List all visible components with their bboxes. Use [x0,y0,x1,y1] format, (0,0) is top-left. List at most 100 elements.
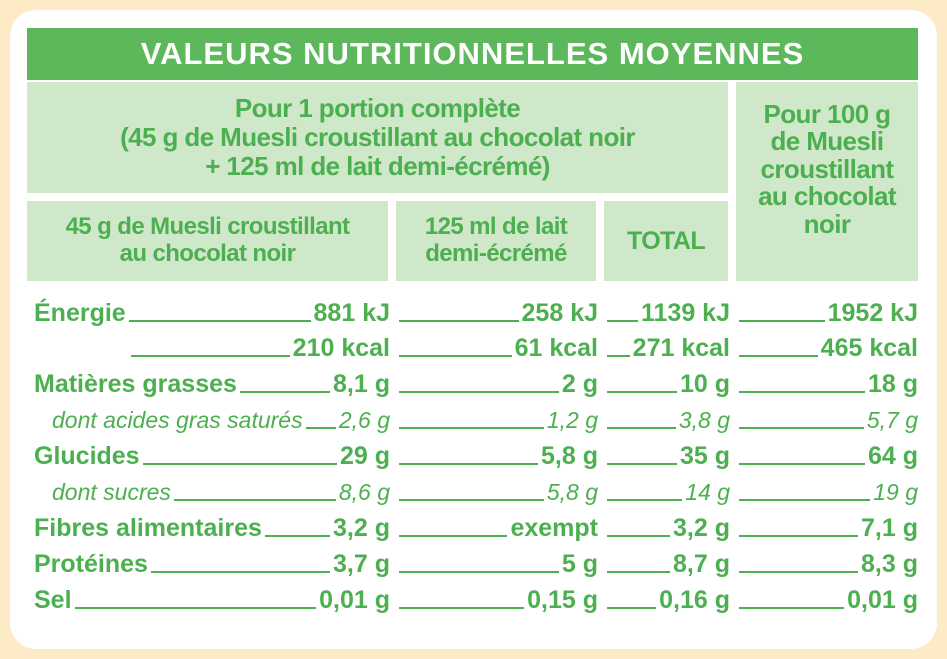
nutrition-row: Protéines 3,7 g 5 g 8,7 g 8,3 g [0,546,947,582]
leader-line [131,355,290,357]
nutrient-value: 0,01 g [319,585,390,614]
total-column-header: TOTAL [604,201,728,281]
nutrient-value: 3,2 g [333,513,390,542]
nutrient-label: Fibres alimentaires [34,513,262,542]
value-cell-total: 3,2 g [604,510,730,546]
per100-header-line3: croustillant [760,153,895,184]
leader-line [399,607,525,609]
value-cell-total: 1139 kJ [604,295,730,331]
nutrition-row: Glucides 29 g 5,8 g 35 g 64 g [0,438,947,474]
nutrient-value: 5 g [561,549,598,578]
leader-line [739,535,859,537]
nutrient-value: 5,8 g [541,441,598,470]
leader-line [739,355,818,357]
per100-header: Pour 100 g de Muesli croustillant au cho… [736,82,918,281]
value-cell-per100: 64 g [736,438,918,474]
nutrient-value: 8,3 g [861,549,918,578]
milk-column-header: 125 ml de lait demi-écrémé [396,201,596,281]
muesli-column-header: 45 g de Muesli croustillant au chocolat … [27,201,388,281]
value-cell-milk: 5,8 g [396,474,598,510]
value-cell-milk: 5,8 g [396,438,598,474]
leader-line [607,571,671,573]
value-cell-milk: 1,2 g [396,402,598,438]
value-cell-per100: 5,7 g [736,402,918,438]
leader-line [607,607,657,609]
value-cell-muesli: 0,01 g [72,582,390,618]
leader-line [739,571,859,573]
nutrient-value: 3,2 g [673,513,730,542]
value-cell-total: 271 kcal [604,330,730,366]
nutrient-value: 29 g [339,441,390,470]
leader-line [607,391,677,393]
value-cell-milk: 0,15 g [396,582,598,618]
leader-line [739,463,865,465]
per100-header-line4: au chocolat [758,181,896,212]
value-cell-per100: 465 kcal [736,330,918,366]
portion-header-line2: (45 g de Muesli croustillant au chocolat… [120,121,635,152]
leader-line [150,571,331,573]
nutrient-value: 35 g [679,441,730,470]
leader-line [305,427,336,429]
nutrient-value: 8,7 g [673,549,730,578]
nutrient-value: 1139 kJ [641,298,730,327]
nutrition-row: 210 kcal 61 kcal 271 kcal 465 kcal [0,330,947,366]
nutrition-row: dont acides gras saturés 2,6 g 1,2 g 3,8 g 5… [0,402,947,438]
leader-line [739,499,871,501]
nutrient-value: 210 kcal [292,333,390,362]
value-cell-total: 14 g [604,474,730,510]
nutrient-value: 10 g [679,369,730,398]
nutrient-label: Matières grasses [34,369,237,398]
leader-line [607,499,683,501]
nutrient-value: 8,6 g [338,478,390,505]
nutrient-value: 0,15 g [527,585,598,614]
leader-line [264,535,331,537]
nutrient-value: 258 kJ [521,298,598,327]
nutrient-value: exempt [510,513,598,542]
portion-header-line1: Pour 1 portion complète [234,92,521,123]
value-cell-muesli: 210 kcal [128,330,390,366]
value-cell-muesli: 8,1 g [237,366,390,402]
leader-line [739,607,845,609]
leader-line [739,427,864,429]
nutrition-row: dont sucres 8,6 g 5,8 g 14 g 19 g [0,474,947,510]
leader-line [739,320,825,322]
nutrient-value: 64 g [867,441,918,470]
nutrient-value: 271 kcal [632,333,730,362]
value-cell-per100: 1952 kJ [736,295,918,331]
value-cell-per100: 8,3 g [736,546,918,582]
value-cell-total: 3,8 g [604,402,730,438]
value-cell-muesli: 2,6 g [303,402,390,438]
leader-line [607,535,671,537]
value-cell-milk: 61 kcal [396,330,598,366]
per100-header-line2: de Muesli [770,126,884,157]
nutrient-label: Glucides [34,441,140,470]
leader-line [399,499,544,501]
leader-line [607,320,638,322]
nutrition-row: Énergie 881 kJ 258 kJ 1139 kJ 1952 kJ [0,295,947,331]
value-cell-muesli: 8,6 g [171,474,390,510]
nutrient-value: 7,1 g [861,513,918,542]
nutrient-value: 3,8 g [678,406,730,433]
nutrition-row: Sel 0,01 g 0,15 g 0,16 g 0,01 g [0,582,947,618]
nutrient-value: 0,16 g [659,585,730,614]
nutrient-value: 8,1 g [333,369,390,398]
nutrient-label: dont acides gras saturés [52,406,303,433]
nutrient-label: Sel [34,585,72,614]
value-cell-milk: 2 g [396,366,598,402]
leader-line [607,355,630,357]
leader-line [399,463,539,465]
value-cell-per100: 18 g [736,366,918,402]
leader-line [239,391,331,393]
leader-line [74,607,317,609]
value-cell-milk: exempt [396,510,598,546]
muesli-column-header-line1: 45 g de Muesli croustillant [65,213,350,241]
leader-line [607,463,677,465]
nutrient-label: Énergie [34,298,126,327]
value-cell-muesli: 3,2 g [262,510,390,546]
milk-column-header-line1: 125 ml de lait [424,213,568,241]
portion-header: Pour 1 portion complète (45 g de Muesli … [27,82,728,193]
nutrient-value: 5,7 g [866,406,918,433]
leader-line [399,571,559,573]
leader-line [399,427,544,429]
value-cell-total: 35 g [604,438,730,474]
